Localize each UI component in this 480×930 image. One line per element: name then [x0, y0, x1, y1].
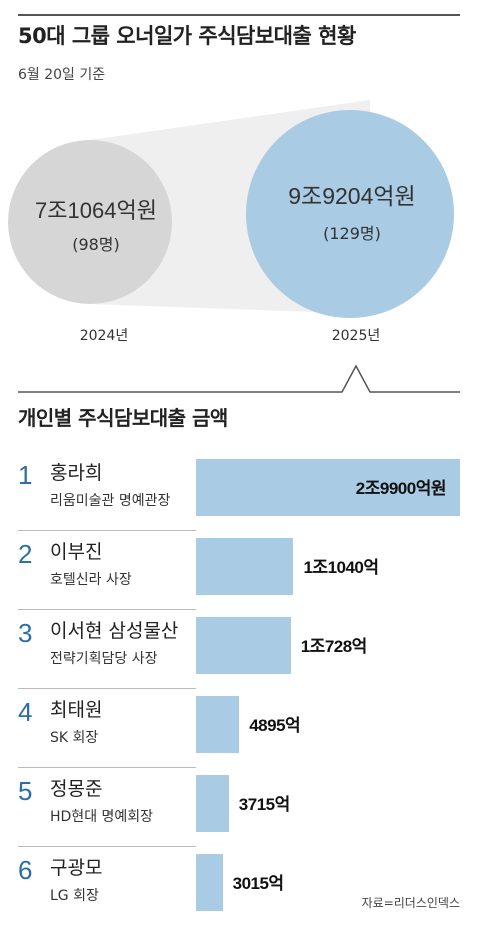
bar-value-label: 1조728억 — [300, 637, 368, 656]
bubble-value-2024: 7조1064억원 — [35, 198, 157, 223]
bar-row: 5 정몽준 HD현대 명예회장 3715억 — [18, 768, 460, 847]
bar — [196, 775, 229, 832]
bar-value-label: 4895억 — [249, 716, 301, 735]
person-role: 리움미술관 명예관장 — [50, 493, 171, 509]
section-title: 개인별 주식담보대출 금액 — [18, 406, 228, 430]
bar — [196, 854, 223, 911]
person-name: 이부진 — [50, 541, 103, 563]
person-name: 정몽준 — [50, 778, 103, 800]
bar — [196, 696, 240, 753]
bar-row: 6 구광모 LG 회장 3015억 — [18, 847, 460, 926]
person-role: 호텔신라 사장 — [50, 572, 132, 588]
bar — [196, 538, 294, 595]
rank-number: 3 — [18, 618, 33, 648]
person-role: LG 회장 — [50, 888, 99, 904]
section-divider — [18, 364, 460, 393]
bubble-count-2025: (129명) — [323, 224, 381, 243]
row-separator — [18, 688, 196, 689]
person-name: 이서현 삼성물산 — [50, 620, 179, 642]
bar — [196, 617, 291, 674]
year-label-2024: 2024년 — [80, 328, 129, 344]
bar-value-label: 1조1040억 — [303, 558, 379, 577]
bar-value-label: 2조9900억원 — [355, 479, 447, 498]
person-name: 구광모 — [50, 857, 103, 879]
bubble-value-2025: 9조9204억원 — [288, 183, 415, 209]
bar-value-label: 3715억 — [238, 795, 290, 814]
person-name: 최태원 — [50, 699, 103, 721]
source-note: 자료=리더스인덱스 — [361, 896, 460, 910]
rank-number: 6 — [18, 855, 33, 885]
bubble-count-2024: (98명) — [72, 235, 120, 254]
bubble-2024 — [8, 140, 172, 304]
row-separator — [18, 767, 196, 768]
row-separator — [18, 609, 196, 610]
chart-title: 50대 그룹 오너일가 주식담보대출 현황 — [18, 24, 356, 48]
rank-number: 4 — [18, 697, 33, 727]
rank-number: 2 — [18, 539, 33, 569]
bar — [196, 459, 460, 516]
row-separator — [18, 846, 196, 847]
rank-number: 5 — [18, 776, 33, 806]
person-role: HD현대 명예회장 — [50, 809, 154, 825]
person-role: SK 회장 — [50, 730, 99, 746]
person-name: 홍라희 — [50, 462, 103, 484]
chart-subtitle: 6월 20일 기준 — [18, 67, 106, 83]
rank-number: 1 — [18, 460, 33, 490]
bar-value-label: 3015억 — [232, 874, 284, 893]
top-rule — [18, 14, 460, 16]
row-separator — [18, 530, 196, 531]
bubble-chart: 7조1064억원 (98명) 9조9204억원 (129명) 2024년 202… — [8, 100, 460, 393]
person-role: 전략기획담당 사장 — [50, 651, 158, 667]
bar-row: 4 최태원 SK 회장 4895억 — [18, 689, 460, 768]
bubble-2025 — [246, 110, 454, 318]
year-label-2025: 2025년 — [332, 328, 381, 344]
